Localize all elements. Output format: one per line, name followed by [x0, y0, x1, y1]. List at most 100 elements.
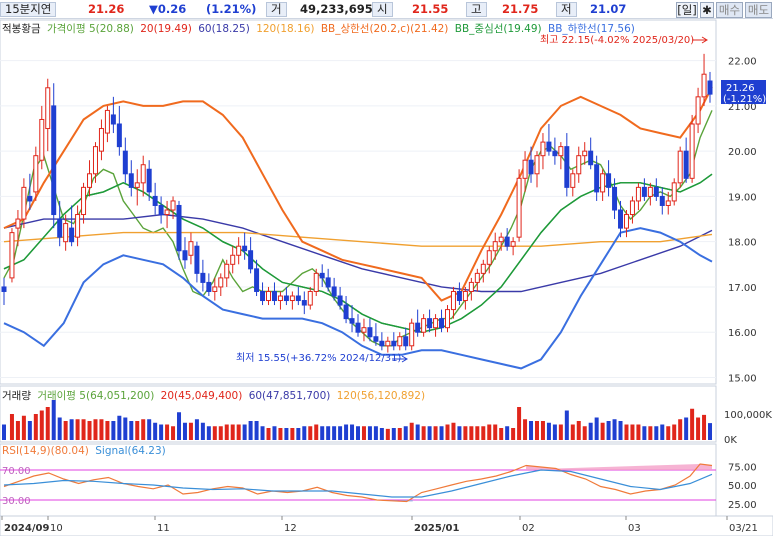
candle-body — [379, 340, 385, 347]
legend-bb-mid[interactable]: BB_중심선(19.49) — [454, 23, 542, 35]
volume-bar — [272, 426, 277, 440]
volume-legend-name: 거래량 — [2, 390, 31, 402]
volume-bar — [296, 428, 301, 440]
candle-body — [313, 272, 319, 292]
sell-button[interactable]: 매도 — [745, 2, 772, 18]
legend-bb-lower[interactable]: BB_하한선(17.56) — [547, 23, 635, 35]
rsi-tick-label: 50.00 — [728, 481, 757, 492]
candle-body — [653, 186, 659, 197]
interval-label[interactable]: 15분지연 — [0, 2, 57, 17]
volume-value: 49,233,695 — [300, 2, 373, 16]
volume-bar — [403, 426, 408, 440]
volume-bar — [21, 415, 26, 440]
volume-bar — [600, 422, 605, 440]
candle-body — [635, 186, 641, 202]
volume-bar — [350, 424, 355, 440]
legend-ma5[interactable]: 가격이평 5(20.88) — [46, 23, 134, 35]
indicator-line — [3, 86, 713, 302]
candle-body — [516, 177, 522, 238]
candle-body — [540, 141, 546, 157]
volume-legend: 거래량 거래이평 5(64,051,200) 20(45,049,400) 60… — [2, 388, 428, 403]
volume-bar — [505, 426, 510, 440]
volume-legend-ma20[interactable]: 20(45,049,400) — [160, 390, 243, 402]
volume-legend-ma120[interactable]: 120(56,120,892) — [336, 390, 426, 402]
volume-bar — [57, 417, 62, 440]
rsi-line — [3, 469, 713, 498]
volume-bar — [534, 421, 539, 440]
volume-bar — [2, 424, 6, 440]
volume-bar — [111, 421, 116, 440]
buy-button[interactable]: 매수 — [716, 2, 743, 18]
candle-body — [242, 245, 248, 252]
candle-body — [260, 290, 266, 302]
candle-body — [618, 209, 624, 229]
volume-bar — [612, 419, 617, 440]
candle-body — [170, 200, 176, 211]
volume-bar — [540, 421, 545, 440]
candle-body — [33, 155, 39, 193]
candle-body — [104, 109, 110, 134]
volume-bar — [427, 426, 432, 440]
volume-bar — [81, 419, 86, 440]
candle-body — [51, 105, 57, 216]
volume-bar — [33, 414, 38, 440]
candle-body — [570, 173, 576, 188]
volume-bar — [642, 426, 647, 440]
candle-body — [576, 155, 582, 175]
candle-body — [415, 322, 421, 333]
candle-body — [194, 245, 200, 274]
last-price-tag: 21.26 (-1.21%) — [721, 80, 766, 105]
volume-bar — [463, 426, 468, 440]
candle-body — [45, 87, 51, 130]
volume-bar — [260, 426, 265, 440]
candle-body — [307, 290, 313, 306]
candle-body — [218, 277, 224, 288]
candle-body — [504, 236, 510, 247]
gear-icon[interactable]: ✱ — [700, 2, 714, 18]
volume-bar — [666, 426, 671, 440]
candle-body — [325, 277, 331, 288]
volume-bar — [373, 426, 378, 440]
legend-ma120[interactable]: 120(18.16) — [256, 23, 315, 35]
candle-body — [277, 295, 283, 302]
candles[interactable] — [1, 53, 713, 353]
x-tick-label: 2024/09 — [4, 523, 49, 534]
period-button[interactable]: [일] — [676, 2, 698, 18]
candle-body — [510, 241, 516, 247]
volume-bar — [314, 424, 319, 440]
candle-body — [427, 318, 433, 329]
volume-legend-ma60[interactable]: 60(47,851,700) — [248, 390, 331, 402]
rsi-band-label: 30.00 — [2, 496, 31, 507]
y-tick-label: 16.00 — [728, 328, 757, 339]
legend-ma20[interactable]: 20(19.49) — [140, 23, 192, 35]
candle-body — [528, 159, 534, 175]
candle-body — [248, 250, 254, 270]
candle-body — [707, 80, 713, 95]
volume-bar — [636, 424, 641, 440]
volume-bar — [188, 422, 193, 440]
open-label: 시 — [372, 2, 393, 17]
price-change: ▼0.26 — [149, 2, 187, 16]
volume-legend-ma5[interactable]: 거래이평 5(64,051,200) — [37, 390, 155, 402]
rsi-legend-signal[interactable]: Signal(64.23) — [95, 445, 166, 457]
candle-body — [349, 318, 355, 324]
x-tick-label: 03 — [628, 523, 641, 534]
volume-bar — [552, 424, 557, 440]
volume-bar — [93, 419, 98, 440]
candle-body — [283, 295, 289, 302]
candle-body — [534, 155, 540, 175]
candle-body — [254, 268, 260, 292]
panel-frames — [0, 19, 773, 536]
candle-body — [564, 146, 570, 188]
candle-body — [683, 150, 689, 179]
rsi-legend-rsi[interactable]: RSI(14,9)(80.04) — [2, 445, 89, 457]
y-tick-label: 19.00 — [728, 192, 757, 203]
legend-bb-upper[interactable]: BB_상한선(20.2,c)(21.42) — [320, 23, 449, 35]
candle-body — [588, 150, 594, 166]
volume-bar — [409, 422, 414, 440]
price-legend: 적봉황금 가격이평 5(20.88) 20(19.49) 60(18.25) 1… — [2, 21, 638, 36]
candle-body — [110, 114, 116, 125]
volume-bar — [236, 424, 241, 440]
legend-ma60[interactable]: 60(18.25) — [198, 23, 250, 35]
